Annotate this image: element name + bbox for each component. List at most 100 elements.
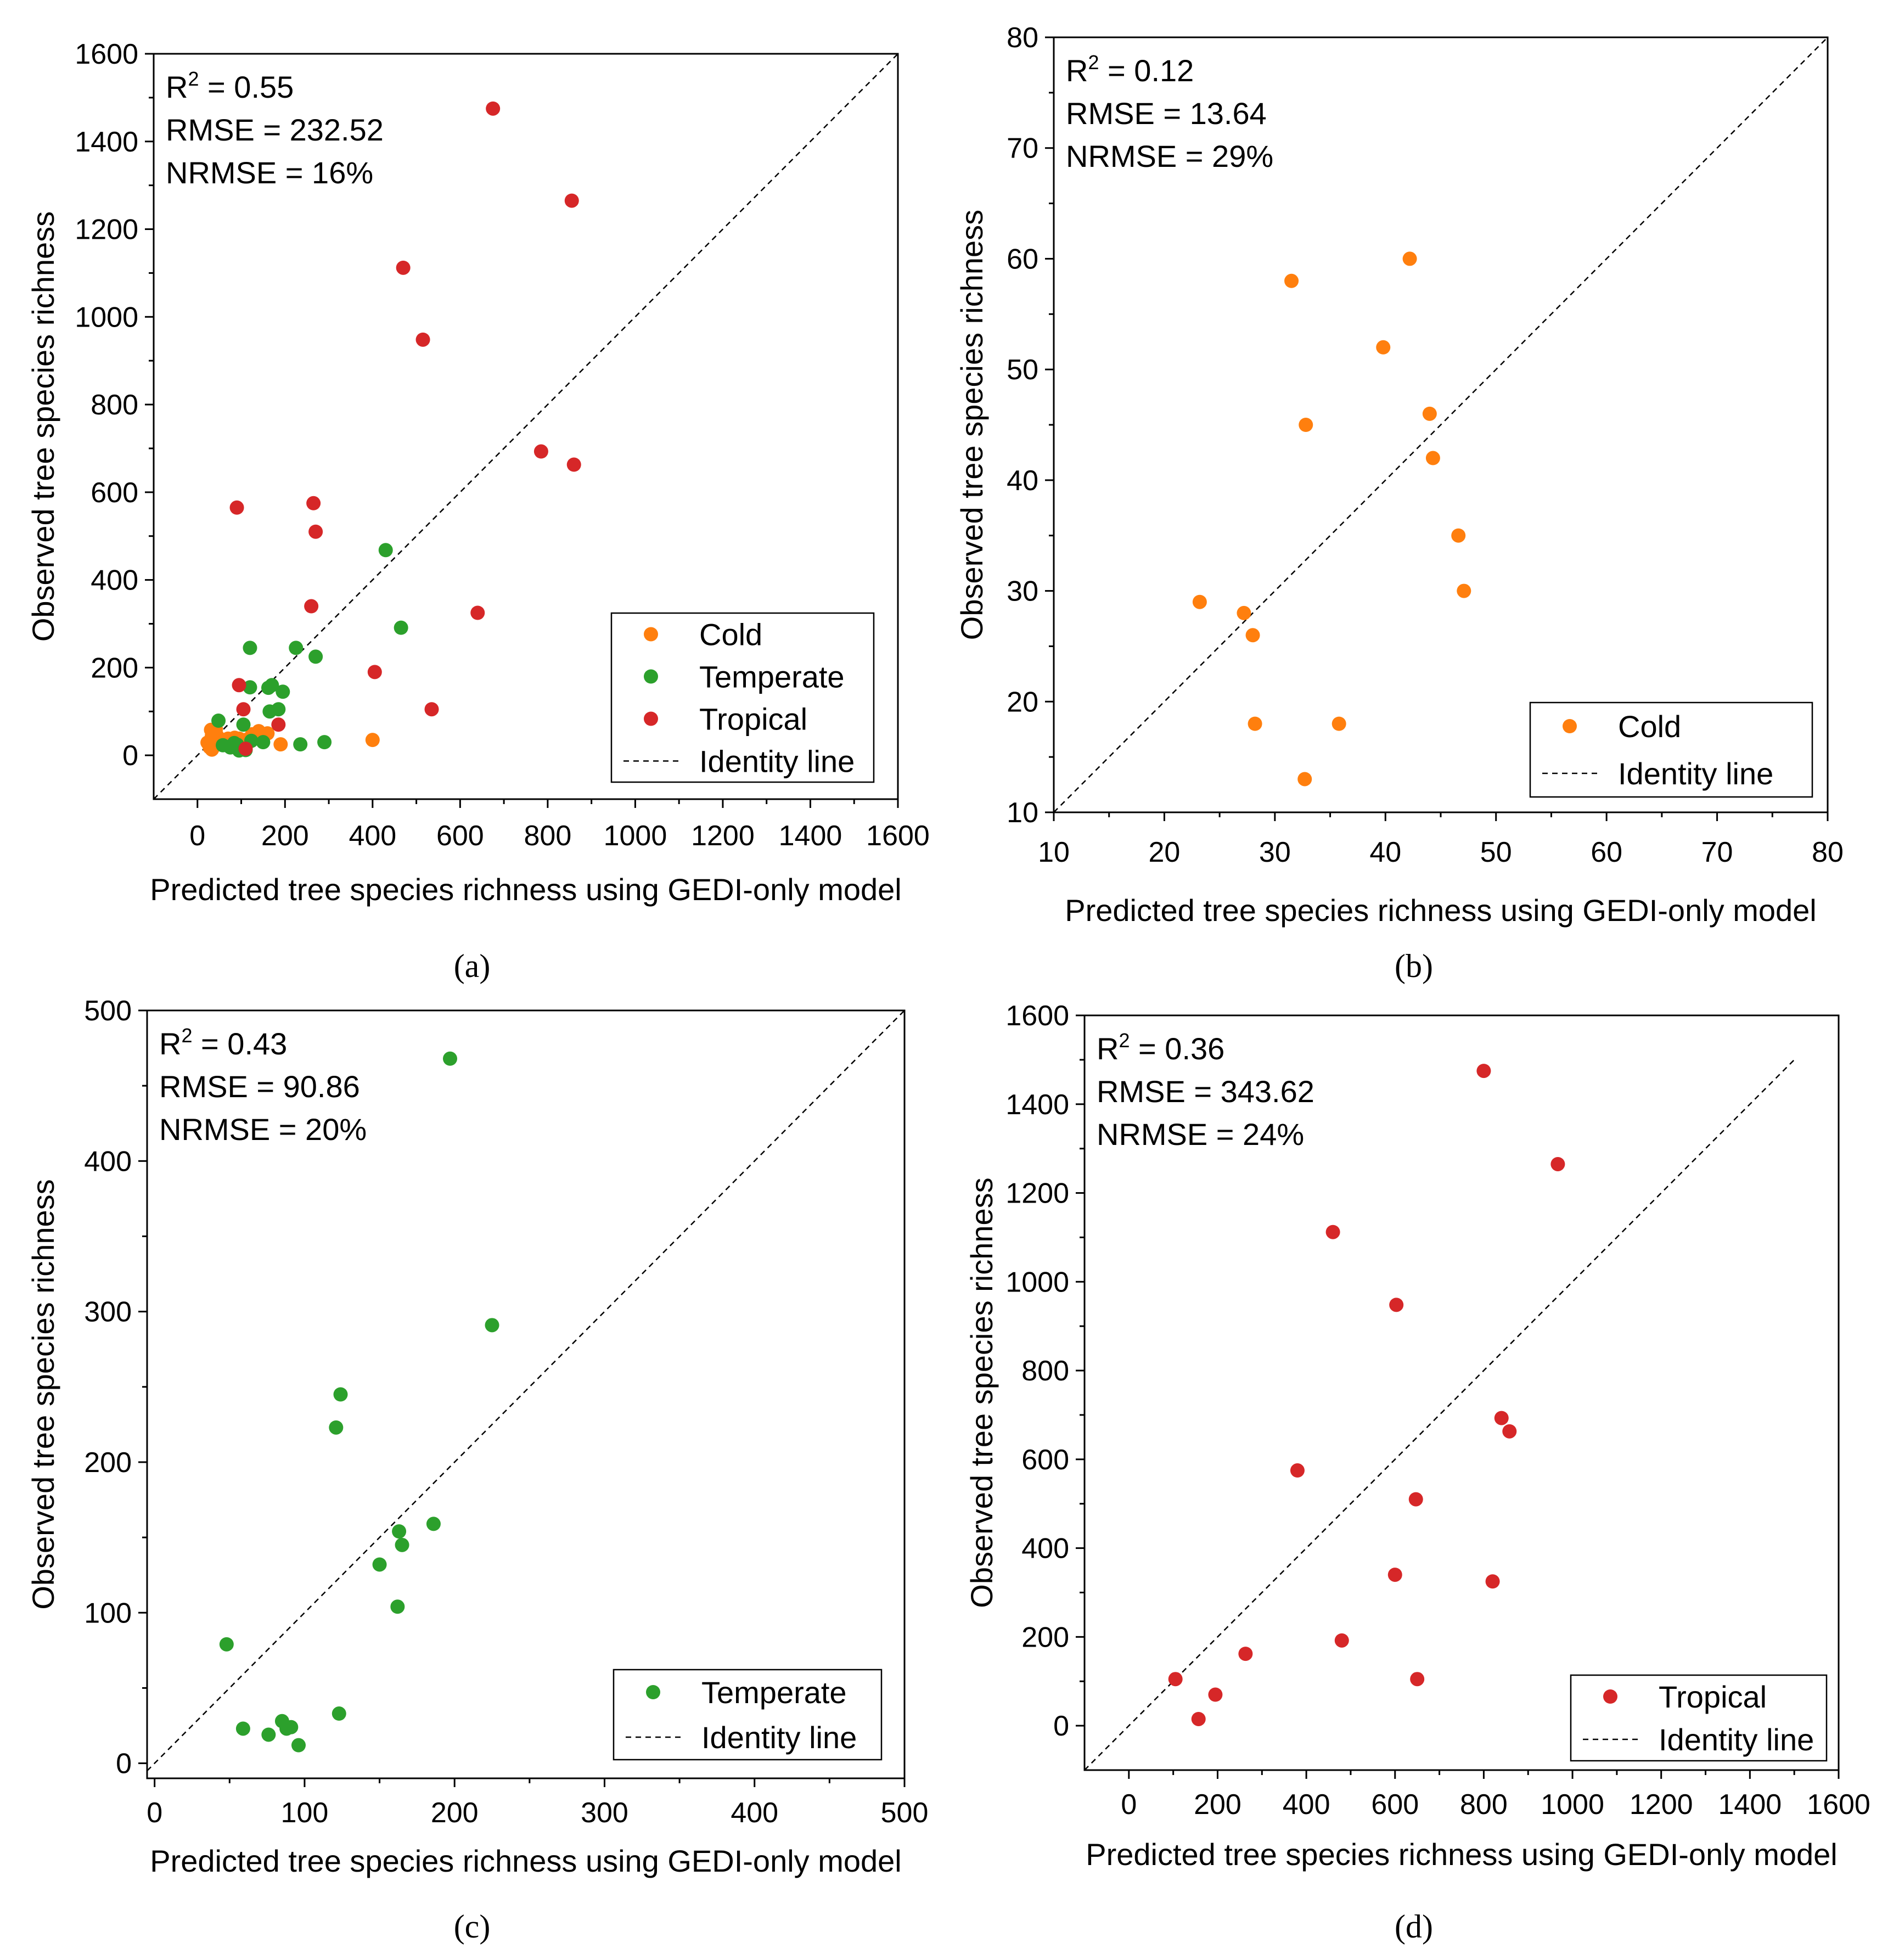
legend-label: Cold [699, 617, 762, 652]
identity-line [147, 1010, 905, 1772]
legend-label: Identity line [701, 1720, 857, 1755]
x-tick-label: 800 [524, 820, 571, 852]
legend-label: Temperate [701, 1675, 847, 1710]
r-squared-letter: R [1066, 53, 1088, 88]
chart-panel-b: 10 20 30 40 50 60 70 80 10 20 30 40 50 60 70 80 Predicte… [954, 22, 1844, 984]
data-point-tropical [415, 332, 430, 347]
data-point-cold [1192, 594, 1207, 609]
y-tick-label: 1400 [75, 126, 138, 158]
data-point-temperate [284, 1720, 299, 1734]
x-tick-label: 200 [261, 820, 309, 852]
data-point-tropical [533, 444, 548, 459]
y-tick-label: 800 [1021, 1355, 1069, 1387]
x-tick-label: 1000 [1541, 1789, 1604, 1821]
chart-panel-c: 0 100 200 300 400 500 0 100 200 300 400 500 Predicte… [26, 995, 928, 1945]
panel-caption: (d) [1395, 1908, 1433, 1945]
data-point-cold [1297, 772, 1312, 787]
r-squared-value: = 0.43 [192, 1026, 287, 1061]
legend: Cold Identity line [1529, 701, 1813, 798]
data-point-cold [1425, 451, 1440, 465]
data-point-temperate [265, 678, 279, 693]
x-tick-label: 1200 [1630, 1789, 1693, 1821]
y-axis-title: Observed tree species richness [26, 211, 60, 642]
data-point-temperate [378, 543, 393, 558]
data-point-tropical [486, 101, 501, 116]
data-point-temperate [392, 1524, 407, 1539]
r-squared-superscript: 2 [188, 68, 199, 90]
x-tick-label: 400 [731, 1797, 778, 1829]
legend-marker-temperate [646, 1685, 660, 1699]
data-point-cold [1299, 418, 1313, 432]
y-axis-title: Observed tree species richness [954, 210, 989, 640]
legend-label: Cold [1618, 709, 1681, 744]
y-tick-label: 1200 [1005, 1178, 1069, 1210]
legend-marker-tropical [1603, 1689, 1617, 1704]
data-point-cold [1402, 251, 1417, 266]
x-tick-label: 200 [431, 1797, 479, 1829]
legend-box [613, 1669, 883, 1761]
data-point-temperate [211, 714, 226, 728]
legend-label: Identity line [699, 744, 855, 779]
x-tick-label: 10 [1038, 836, 1070, 868]
data-point-tropical [1410, 1672, 1425, 1687]
data-point-temperate [395, 1537, 409, 1552]
plot-frame [153, 53, 899, 800]
y-tick-label: 600 [91, 477, 138, 509]
x-tick-label: 70 [1701, 836, 1733, 868]
r-squared-superscript: 2 [181, 1024, 192, 1047]
data-point-temperate [443, 1051, 457, 1066]
x-tick-label: 30 [1259, 836, 1291, 868]
data-point-cold [1237, 605, 1251, 620]
y-tick-label: 0 [122, 740, 138, 772]
data-point-temperate [243, 641, 257, 655]
legend: Tropical Identity line [1570, 1674, 1828, 1762]
r-squared-superscript: 2 [1119, 1029, 1130, 1052]
y-tick-label: 1000 [1005, 1266, 1069, 1298]
data-point-temperate [219, 1637, 234, 1652]
data-point-temperate [332, 1706, 346, 1721]
x-tick-label: 600 [1371, 1789, 1419, 1821]
data-point-temperate [372, 1557, 387, 1572]
legend-marker-cold [644, 627, 658, 642]
data-point-temperate [291, 1738, 306, 1753]
legend-label: Temperate [699, 660, 845, 694]
x-tick-label: 200 [1194, 1789, 1241, 1821]
r-squared-value: = 0.55 [199, 70, 294, 104]
data-point-tropical [308, 524, 323, 539]
y-tick-label: 300 [84, 1296, 132, 1328]
panel-caption: (c) [454, 1908, 491, 1945]
y-tick-label: 200 [84, 1447, 132, 1479]
legend: Temperate Identity line [613, 1669, 883, 1761]
x-tick-label: 40 [1369, 836, 1401, 868]
legend-marker-tropical [644, 711, 658, 726]
data-point-tropical [229, 500, 244, 515]
x-tick-label: 20 [1149, 836, 1181, 868]
data-point-tropical [238, 742, 253, 756]
panel-caption: (a) [454, 948, 491, 984]
y-tick-label: 10 [1007, 797, 1038, 829]
data-point-tropical [367, 665, 382, 679]
r-squared-letter: R [166, 70, 188, 104]
r-squared-label: R2 = 0.43 [159, 1024, 287, 1061]
legend-label: Tropical [699, 702, 807, 737]
x-tick-label: 1600 [866, 820, 930, 852]
identity-line [1084, 1059, 1795, 1771]
x-tick-label: 50 [1480, 836, 1512, 868]
data-point-cold [1248, 716, 1262, 731]
data-point-tropical [1485, 1574, 1500, 1589]
x-tick-label: 800 [1460, 1789, 1508, 1821]
r-squared-label: R2 = 0.36 [1097, 1029, 1224, 1066]
x-tick-label: 400 [349, 820, 396, 852]
plot-frame [1083, 1014, 1840, 1771]
x-tick-label: 500 [881, 1797, 929, 1829]
data-point-temperate [317, 735, 332, 750]
data-point-tropical [236, 702, 251, 717]
x-tick-label: 1000 [604, 820, 667, 852]
data-point-cold [1422, 406, 1437, 421]
x-tick-label: 1600 [1807, 1789, 1870, 1821]
identity-line [1053, 37, 1828, 813]
nrmse-label: NRMSE = 29% [1066, 139, 1273, 173]
data-point-tropical [564, 193, 579, 208]
y-tick-label: 1200 [75, 214, 138, 246]
